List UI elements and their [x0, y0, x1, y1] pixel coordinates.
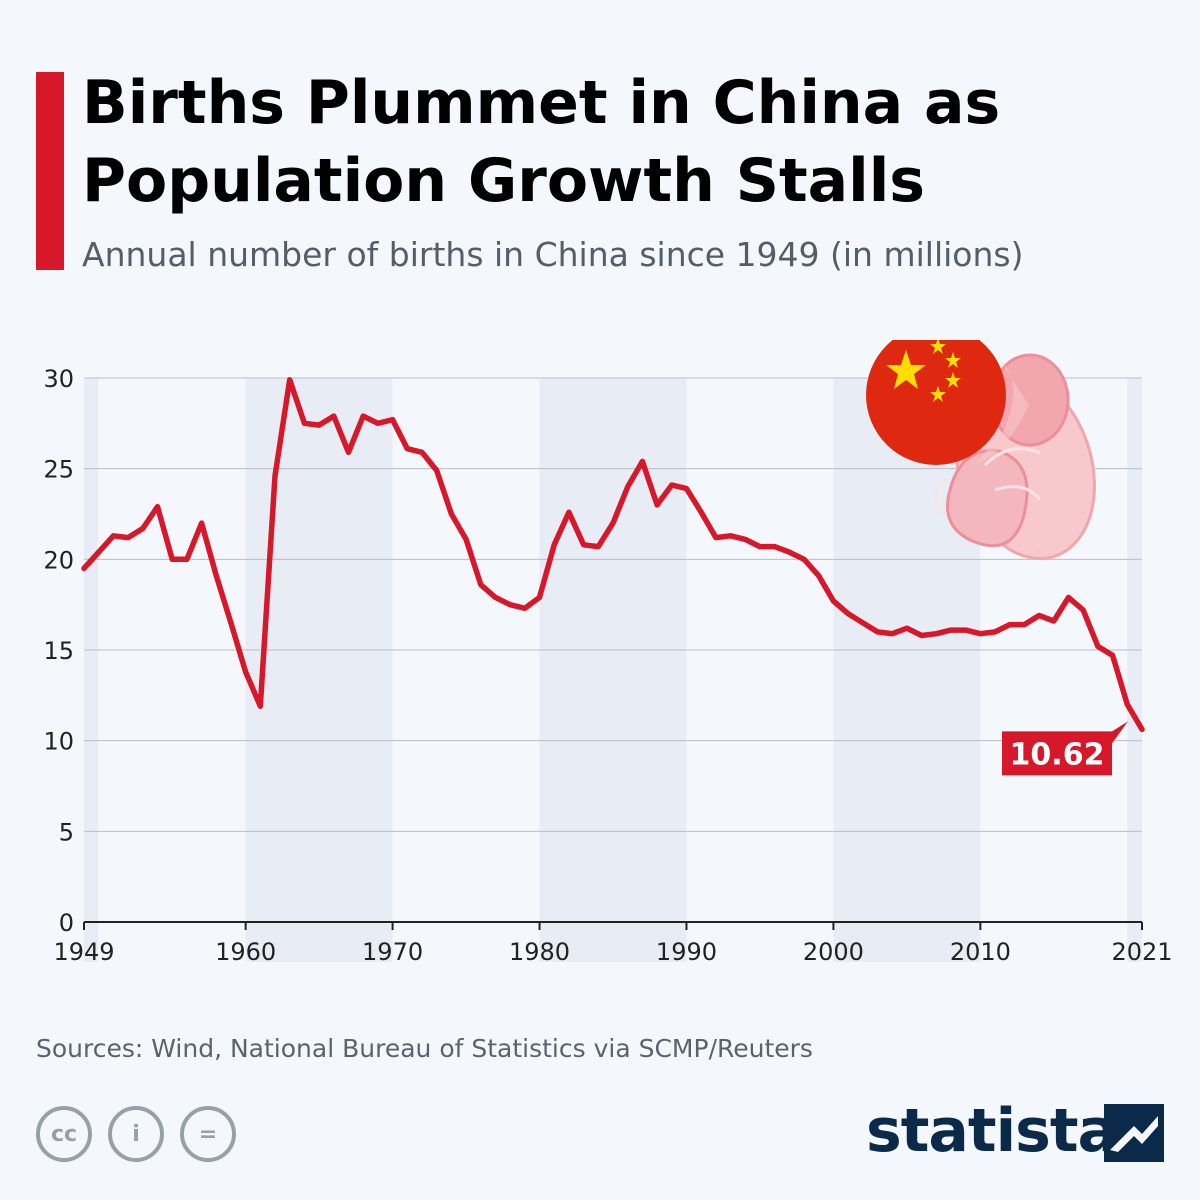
china-flag-fetus-illustration	[866, 340, 1096, 561]
line-chart: 0 5 10 15 20 25 30 1949 1960 1970 1980 1990 2000 201…	[43, 340, 1173, 966]
no-derivatives-icon[interactable]: =	[180, 1106, 236, 1162]
statista-logo-icon	[1104, 1104, 1164, 1162]
attribution-icon-glyph: i	[132, 1121, 140, 1147]
y-tick-label-30: 30	[43, 365, 74, 393]
x-tick-label-1960: 1960	[215, 938, 276, 966]
sources-note: Sources: Wind, National Bureau of Statis…	[36, 1034, 813, 1063]
y-tick-label-0: 0	[59, 909, 74, 937]
china-flag-icon	[866, 340, 1006, 465]
x-tick-label-1980: 1980	[509, 938, 570, 966]
decade-shading	[84, 378, 1142, 962]
y-tick-label-10: 10	[43, 728, 74, 756]
no-derivatives-icon-glyph: =	[198, 1121, 218, 1147]
end-value-label-bg	[1002, 721, 1128, 776]
x-tick-label-2021: 2021	[1111, 938, 1172, 966]
x-tick-label-1949: 1949	[53, 938, 114, 966]
y-tick-label-25: 25	[43, 456, 74, 484]
cc-icon-glyph: cc	[50, 1121, 78, 1147]
end-value-label: 10.62	[1002, 721, 1128, 776]
x-tick-label-1970: 1970	[362, 938, 423, 966]
x-tick-label-2010: 2010	[950, 938, 1011, 966]
x-tick-label-1990: 1990	[656, 938, 717, 966]
end-value-label-text: 10.62	[1010, 737, 1105, 772]
y-axis-ticks: 0 5 10 15 20 25 30	[43, 365, 74, 937]
decade-shade-3	[1127, 378, 1142, 962]
statista-logo[interactable]: statista	[866, 1096, 1118, 1166]
chart-subtitle: Annual number of births in China since 1…	[82, 235, 1024, 274]
decade-shade-0	[245, 378, 393, 962]
cc-icon[interactable]: cc	[36, 1106, 92, 1162]
decade-shade-start	[84, 378, 98, 962]
y-tick-label-20: 20	[43, 546, 74, 574]
y-tick-label-15: 15	[43, 637, 74, 665]
x-tick-label-2000: 2000	[803, 938, 864, 966]
y-tick-label-5: 5	[59, 818, 74, 846]
attribution-icon[interactable]: i	[108, 1106, 164, 1162]
series-line-births	[81, 377, 1145, 733]
accent-bar	[36, 72, 64, 270]
chart-title: Births Plummet in China as Population Gr…	[82, 68, 1001, 216]
x-axis-ticks: 1949 1960 1970 1980 1990 2000 2010 2021	[53, 922, 1173, 966]
decade-shade-1	[539, 378, 687, 962]
